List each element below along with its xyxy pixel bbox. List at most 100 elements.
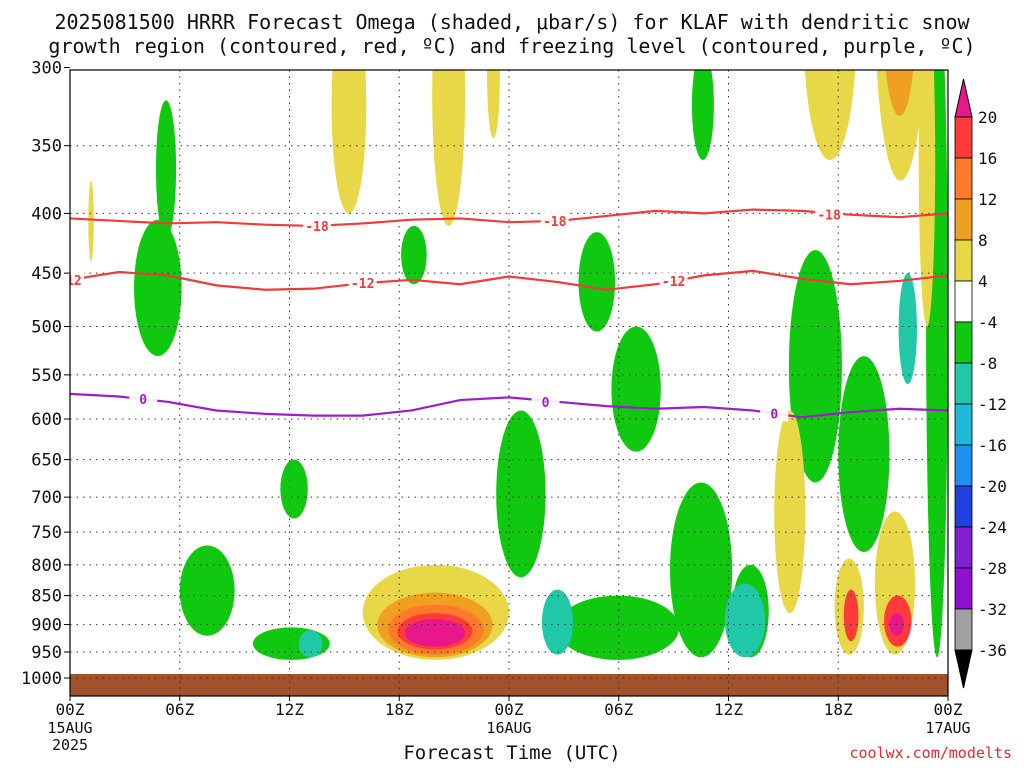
x-tick-label: 06Z <box>165 700 194 719</box>
contour-label: -18 <box>817 209 841 224</box>
colorbar-swatch <box>954 403 973 446</box>
y-tick-label: 350 <box>31 137 62 157</box>
colorbar-level-label: -20 <box>978 477 1007 496</box>
colorbar-top-triangle <box>954 78 973 118</box>
omega-region <box>556 595 680 660</box>
colorbar-swatch <box>954 198 973 241</box>
contour-label-bg <box>70 271 84 288</box>
contour-label: -18 <box>543 215 567 230</box>
contour-label-bg <box>531 393 560 410</box>
contour-label-bg <box>348 275 377 292</box>
colorbar-level-label: 20 <box>978 108 997 127</box>
omega-region <box>88 180 94 262</box>
omega-region <box>724 583 766 658</box>
colorbar-swatch <box>954 239 973 282</box>
y-tick-label: 600 <box>31 410 62 430</box>
x-tick-label: 12Z <box>275 700 304 719</box>
omega-region <box>774 410 806 614</box>
chart-title-line-1: 2025081500 HRRR Forecast Omega (shaded, … <box>54 10 970 34</box>
y-tick-label: 400 <box>31 204 62 224</box>
x-axis-label: Forecast Time (UTC) <box>403 742 621 764</box>
y-tick-label: 450 <box>31 264 62 284</box>
y-tick-label: 500 <box>31 318 62 338</box>
colorbar-level-label: -36 <box>978 641 1007 660</box>
x-tick-sublabel: 2025 <box>52 736 88 754</box>
omega-region <box>541 589 574 655</box>
y-tick-label: 1000 <box>21 669 62 689</box>
omega-region <box>401 225 427 285</box>
omega-region <box>134 219 182 357</box>
y-tick-label: 650 <box>31 451 62 471</box>
x-tick-sublabel: 16AUG <box>486 719 531 737</box>
contour-line <box>70 208 948 228</box>
omega-region <box>155 100 177 239</box>
x-tick-label: 00Z <box>495 700 524 719</box>
omega-region <box>838 356 890 553</box>
colorbar-swatch <box>954 116 973 159</box>
colorbar-swatch <box>954 485 973 528</box>
omega-region <box>876 70 925 181</box>
contour-label: 0 <box>770 407 778 422</box>
x-tick-label: 00Z <box>56 700 85 719</box>
omega-region <box>788 250 842 483</box>
colorbar-swatch <box>954 157 973 200</box>
contour-label: -12 <box>351 277 374 292</box>
omega-region <box>331 70 367 214</box>
contour-label: -12 <box>662 275 685 290</box>
y-tick-label: 550 <box>31 366 62 386</box>
x-tick-label: 18Z <box>385 700 414 719</box>
omega-region <box>727 0 751 33</box>
colorbar-swatch <box>954 362 973 405</box>
colorbar-bottom-triangle <box>954 649 973 689</box>
colorbar-swatch <box>954 280 973 323</box>
omega-region <box>404 618 466 647</box>
colorbar-level-label: 16 <box>978 149 997 168</box>
omega-region <box>669 482 733 658</box>
contour-label: 0 <box>542 396 550 411</box>
omega-region <box>465 0 480 23</box>
contour-label-bg <box>815 206 844 223</box>
contour-label: -18 <box>305 220 329 235</box>
omega-region <box>179 545 235 636</box>
x-tick-label: 06Z <box>604 700 633 719</box>
site-credit[interactable]: coolwx.com/modelts <box>849 744 1012 762</box>
y-tick-label: 700 <box>31 488 62 508</box>
colorbar-swatch <box>954 444 973 487</box>
colorbar-level-label: 4 <box>978 272 988 291</box>
omega-region <box>432 70 466 226</box>
colorbar-level-label: -32 <box>978 600 1007 619</box>
colorbar-level-label: -28 <box>978 559 1007 578</box>
colorbar-swatch <box>954 321 973 364</box>
contour-label: 0 <box>139 393 147 408</box>
omega-region <box>885 70 914 116</box>
colorbar-level-label: 8 <box>978 231 988 250</box>
contour-label-bg <box>302 217 331 234</box>
colorbar-level-label: -8 <box>978 354 997 373</box>
omega-region <box>578 232 616 332</box>
x-tick-label: 12Z <box>714 700 743 719</box>
omega-region <box>898 273 917 385</box>
colorbar-level-label: -12 <box>978 395 1007 414</box>
colorbar-level-label: -16 <box>978 436 1007 455</box>
contour-label-bg <box>760 405 789 422</box>
contour-label: -12 <box>58 274 81 289</box>
contour-label-bg <box>659 272 688 289</box>
x-tick-label: 18Z <box>824 700 853 719</box>
x-tick-sublabel: 15AUG <box>47 719 92 737</box>
y-tick-label: 750 <box>31 523 62 543</box>
y-tick-label: 300 <box>31 59 62 79</box>
x-tick-label: 00Z <box>934 700 963 719</box>
ground-surface <box>70 674 948 696</box>
colorbar-level-label: -24 <box>978 518 1007 537</box>
omega-region <box>611 326 661 452</box>
contour-label-bg <box>129 391 158 408</box>
omega-region <box>487 70 500 139</box>
omega-region <box>918 70 936 327</box>
y-tick-label: 850 <box>31 587 62 607</box>
omega-region <box>496 410 546 578</box>
chart-title-line-2: growth region (contoured, red, ºC) and f… <box>48 34 976 58</box>
colorbar-swatch <box>954 567 973 610</box>
y-tick-label: 800 <box>31 556 62 576</box>
omega-region <box>691 70 714 160</box>
